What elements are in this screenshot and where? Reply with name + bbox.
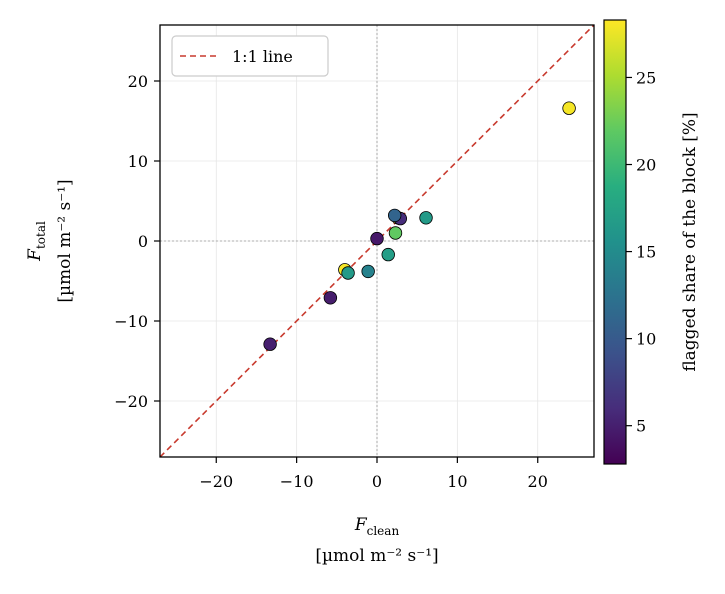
y-axis-label: Ftotal [µmol m⁻² s⁻¹] xyxy=(25,179,75,302)
one-to-one-line xyxy=(160,25,594,457)
legend-entry-1-1-line: 1:1 line xyxy=(232,47,293,66)
colorbar-tick-label-3: 20 xyxy=(636,156,656,175)
y-axis-var: F xyxy=(25,248,45,262)
x-tick-label-4: 20 xyxy=(528,472,548,491)
legend: 1:1 line xyxy=(171,35,329,77)
colorbar-tick-label-1: 10 xyxy=(636,330,656,349)
colorbar-label: flagged share of the block [%] xyxy=(680,112,700,371)
legend-box xyxy=(171,35,329,77)
x-tick-label-2: 0 xyxy=(372,472,382,491)
x-axis-ticks: −20 −10 0 10 20 xyxy=(199,457,548,491)
x-tick-label-0: −20 xyxy=(199,472,233,491)
x-axis-label: Fclean xyxy=(354,515,400,538)
data-point-10 xyxy=(387,208,402,223)
colorbar-tick-label-2: 15 xyxy=(636,243,656,262)
y-axis-units: [µmol m⁻² s⁻¹] xyxy=(55,179,75,302)
data-point-11 xyxy=(419,211,433,225)
x-axis-var: F xyxy=(354,515,368,535)
y-tick-label-3: 10 xyxy=(128,152,148,171)
colorbar: 5 10 15 20 25 flagged share of the block [%] xyxy=(603,19,700,465)
data-point-6 xyxy=(381,247,395,262)
y-tick-label-0: −20 xyxy=(114,392,148,411)
data-points xyxy=(263,101,576,351)
svg-text:Ftotal: Ftotal xyxy=(25,221,48,262)
colorbar-tick-label-4: 25 xyxy=(636,68,656,87)
colorbar-ticks: 5 10 15 20 25 xyxy=(626,68,656,436)
data-point-4 xyxy=(361,264,375,279)
data-point-7 xyxy=(388,226,403,240)
colorbar-tick-label-0: 5 xyxy=(636,417,646,436)
data-point-0 xyxy=(263,337,277,351)
y-tick-label-2: 0 xyxy=(138,232,148,251)
data-point-1 xyxy=(323,291,338,305)
x-tick-label-1: −10 xyxy=(280,472,314,491)
x-axis-sub: clean xyxy=(367,524,400,538)
data-point-12 xyxy=(562,101,576,115)
y-tick-label-4: 20 xyxy=(128,72,148,91)
y-axis-sub: total xyxy=(34,221,48,249)
x-axis-units: [µmol m⁻² s⁻¹] xyxy=(315,546,438,566)
x-tick-label-3: 10 xyxy=(447,472,467,491)
data-point-5 xyxy=(370,231,384,246)
y-tick-label-1: −10 xyxy=(114,312,148,331)
colorbar-gradient xyxy=(603,19,627,465)
y-axis-ticks: −20 −10 0 10 20 xyxy=(114,72,160,411)
reference-line-layer xyxy=(160,25,594,457)
data-point-3 xyxy=(341,266,355,280)
